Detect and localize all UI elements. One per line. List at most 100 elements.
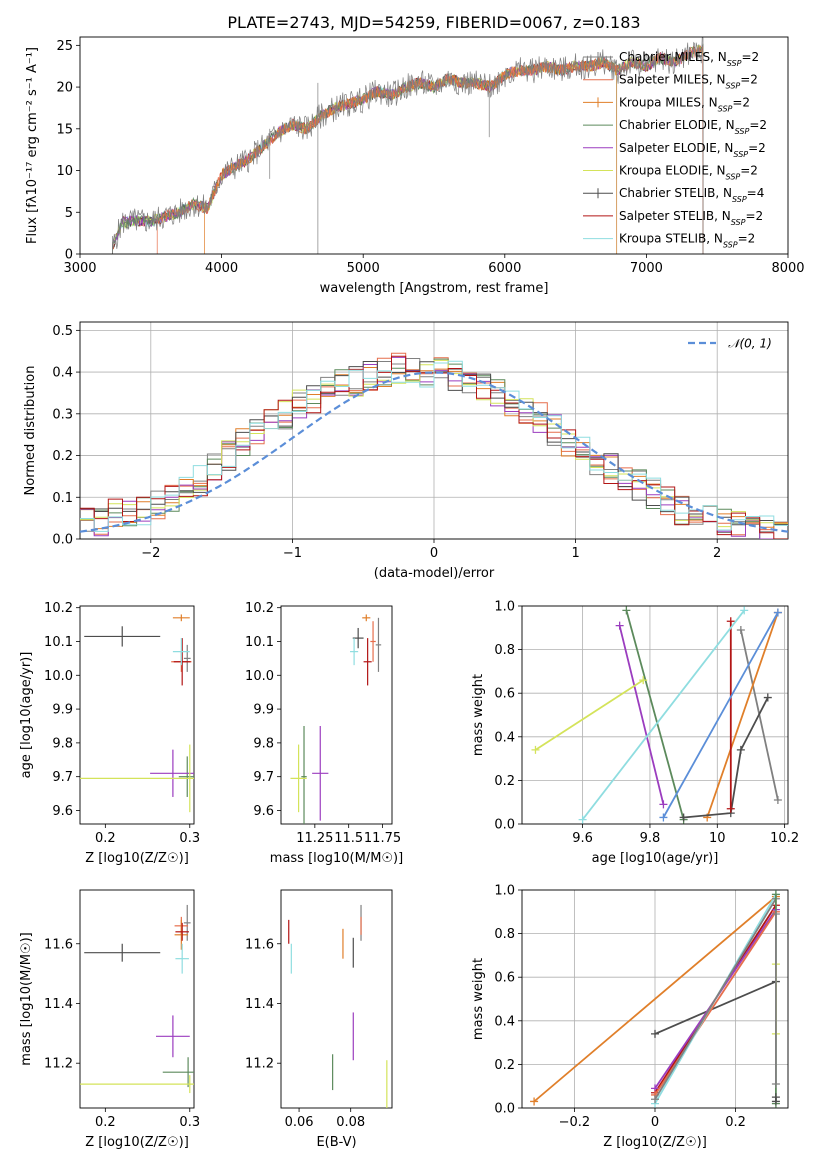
y-axis-label: mass [log10(M/M☉)] — [19, 932, 34, 1065]
y-tick-label: 9.9 — [253, 703, 274, 718]
y-axis-label: Normed distribution — [23, 366, 38, 496]
x-tick-label: 9.8 — [640, 831, 661, 846]
axes-frame — [79, 36, 789, 255]
y-tick-label: 0.8 — [494, 927, 515, 942]
x-axis-label: age [log10(age/yr)] — [592, 851, 719, 866]
figure-title: PLATE=2743, MJD=54259, FIBERID=0067, z=0… — [227, 13, 640, 32]
gaussian-curve — [80, 371, 788, 533]
weight-marker — [773, 608, 782, 617]
weight-marker — [622, 606, 631, 615]
axes-frame — [280, 605, 393, 825]
x-tick-label: 10.2 — [770, 831, 799, 846]
x-tick-label: 1 — [571, 546, 579, 561]
y-tick-label: 0 — [65, 248, 73, 263]
weight-marker — [531, 745, 540, 754]
y-tick-label: 0.0 — [494, 818, 515, 833]
x-axis-label: Z [log10(Z/Z☉)] — [85, 1135, 189, 1150]
x-tick-label: 11.75 — [364, 831, 401, 846]
y-tick-label: 1.0 — [494, 600, 515, 615]
mass-vs-z-panel: 0.2 0.3 11.2 11.4 11.6 Z [log10(Z/Z☉)] mass [l… — [19, 889, 200, 1150]
residual-histogram-9 — [80, 360, 788, 532]
x-tick-label: 10 — [709, 831, 726, 846]
y-tick-label: 11.2 — [245, 1057, 274, 1072]
x-tick-label: 0.08 — [336, 1115, 365, 1130]
y-tick-label: 10.1 — [245, 635, 274, 650]
legend-label: Salpeter MILES, NSSP=2 — [619, 73, 758, 91]
x-tick-label: 11.25 — [296, 831, 333, 846]
y-tick-label: 0.8 — [494, 643, 515, 658]
x-tick-label: 3000 — [63, 261, 96, 276]
y-axis-label: mass weight — [471, 674, 486, 756]
x-tick-label: 5000 — [347, 261, 380, 276]
mass-vs-ebv-panel: 0.06 0.08 11.2 11.4 11.6 E(B-V) — [245, 889, 393, 1150]
weight-marker — [771, 1080, 780, 1089]
residuals-panel: −2 −1 0 1 2 0.0 0.1 0.2 0.3 0.4 0.5 (data-model)/er… — [23, 321, 789, 581]
y-tick-label: 10.2 — [44, 601, 73, 616]
y-tick-label: 20 — [56, 81, 73, 96]
weight-line — [654, 980, 777, 1035]
y-tick-label: 11.4 — [44, 997, 73, 1012]
y-tick-label: 0.4 — [52, 366, 73, 381]
y-tick-label: 0.0 — [52, 533, 73, 548]
x-tick-label: −0.2 — [559, 1115, 591, 1130]
x-tick-label: 8000 — [771, 261, 804, 276]
y-tick-label: 0.2 — [494, 1058, 515, 1073]
y-tick-label: 11.4 — [245, 997, 274, 1012]
y-tick-label: 9.6 — [253, 804, 274, 819]
x-tick-label: 0 — [430, 546, 438, 561]
x-tick-label: 0.2 — [95, 831, 116, 846]
y-tick-label: 0.4 — [494, 730, 515, 745]
x-axis-label: E(B-V) — [316, 1135, 356, 1150]
weight-marker — [771, 909, 780, 918]
weight-marker — [659, 813, 668, 822]
x-tick-label: 0.06 — [285, 1115, 314, 1130]
weight-vs-z-panel: −0.2 0 0.2 0.0 0.2 0.4 0.6 0.8 1.0 Z [log10(Z/Z☉)… — [471, 884, 789, 1150]
x-axis-label: Z [log10(Z/Z☉)] — [603, 1135, 707, 1150]
weight-marker — [578, 815, 587, 824]
y-tick-label: 9.7 — [253, 770, 274, 785]
weight-marker — [726, 804, 735, 813]
x-tick-label: 0.3 — [179, 831, 200, 846]
weight-line — [533, 895, 777, 1103]
age-vs-mass-panel: 11.25 11.5 11.75 9.6 9.7 9.8 9.9 10.0 10.1 10.2 ma… — [245, 601, 403, 866]
weight-marker — [651, 1095, 659, 1104]
weight-marker — [771, 890, 780, 899]
spectrum-line-1 — [112, 37, 704, 254]
weight-marker — [651, 1029, 659, 1038]
legend-label: Salpeter STELIB, NSSP=2 — [619, 209, 763, 227]
spectrum-panel: 3000 4000 5000 6000 7000 8000 0 5 10 15 20 25 wavele… — [25, 36, 805, 296]
y-tick-label: 9.9 — [52, 703, 73, 718]
y-tick-label: 0.0 — [494, 1102, 515, 1117]
y-tick-label: 11.2 — [44, 1057, 73, 1072]
x-tick-label: −2 — [141, 546, 160, 561]
x-axis-label: (data-model)/error — [374, 566, 495, 581]
legend-label: Chabrier MILES, NSSP=2 — [619, 50, 759, 68]
weight-marker — [639, 676, 648, 685]
x-tick-label: 0.3 — [179, 1115, 200, 1130]
y-tick-label: 0.6 — [494, 971, 515, 986]
y-tick-label: 10 — [56, 164, 73, 179]
weight-line — [654, 898, 777, 1100]
y-tick-label: 25 — [56, 39, 73, 54]
weight-marker — [763, 693, 772, 702]
legend-label: Chabrier STELIB, NSSP=4 — [619, 186, 764, 204]
weight-marker — [726, 617, 735, 626]
weight-line — [625, 610, 685, 820]
legend-label: Kroupa ELODIE, NSSP=2 — [619, 164, 758, 182]
y-axis-label: age [log10(age/yr)] — [19, 652, 34, 779]
weight-marker — [773, 796, 782, 805]
x-tick-label: 6000 — [488, 261, 521, 276]
x-axis-label: mass [log10(M/M☉)] — [270, 851, 403, 866]
weight-marker — [679, 813, 688, 822]
x-tick-label: 0.2 — [95, 1115, 116, 1130]
y-tick-label: 0.2 — [52, 449, 73, 464]
axes-frame — [280, 889, 393, 1109]
legend-label: Kroupa STELIB, NSSP=2 — [619, 232, 755, 250]
weight-marker — [659, 800, 668, 809]
y-axis-label: Flux [fλ10⁻¹⁷ erg cm⁻² s⁻¹ A⁻¹] — [25, 47, 40, 244]
y-tick-label: 0.2 — [494, 774, 515, 789]
weight-line — [662, 612, 779, 818]
weight-line — [706, 612, 779, 818]
y-tick-label: 0.6 — [494, 687, 515, 702]
